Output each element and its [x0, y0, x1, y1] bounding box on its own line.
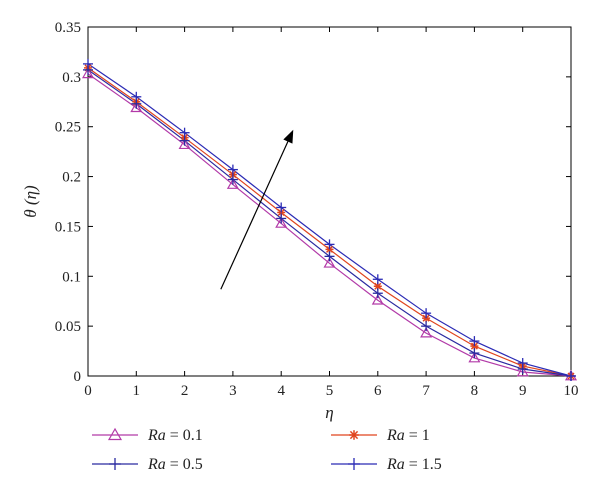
data-point	[83, 58, 93, 69]
legend-marker	[349, 430, 359, 440]
data-point	[468, 351, 481, 363]
data-point	[276, 202, 287, 213]
x-tick-label: 10	[564, 383, 579, 399]
series-line-0	[87, 73, 572, 377]
series-markers	[81, 58, 578, 381]
data-point	[226, 178, 239, 189]
axis-ticks: 0 1 2 3 4 5 6 7 8 9 10 0 0.05 0.1 0.15 0.2 0.25 0.3 0.35	[55, 20, 579, 399]
data-point	[324, 239, 335, 250]
y-tick-label: 0.3	[62, 70, 81, 86]
legend-symbol: Ra	[386, 456, 405, 473]
x-tick-label: 7	[422, 383, 430, 399]
data-point	[130, 101, 143, 113]
data-point	[276, 213, 287, 224]
y-tick-label: 0.35	[55, 20, 81, 36]
y-tick-label: 0.15	[55, 219, 81, 235]
data-point	[372, 288, 383, 299]
legend-label: Ra = 1	[386, 427, 430, 444]
arrow-shaft	[220, 141, 289, 290]
legend-value: = 0.5	[166, 456, 203, 473]
legend-symbol: Ra	[147, 427, 166, 444]
x-tick-label: 3	[229, 383, 237, 399]
data-point	[81, 67, 95, 79]
axes	[87, 26, 572, 377]
data-point	[469, 336, 480, 347]
legend-value: = 0.1	[166, 427, 203, 444]
data-point	[275, 217, 288, 228]
x-tick-label: 5	[326, 383, 334, 399]
x-tick-label: 6	[374, 383, 382, 399]
data-point	[324, 251, 335, 262]
y-axis-label: θ (η)	[21, 185, 40, 218]
x-tick-label: 1	[133, 383, 141, 399]
legend-symbol: Ra	[386, 427, 405, 444]
legend-symbol: Ra	[147, 456, 166, 473]
legend: Ra = 0.1 Ra = 1Ra = 0.5 Ra = 1.5	[92, 427, 442, 473]
y-tick-label: 0.2	[62, 170, 81, 186]
plot-frame	[87, 26, 572, 377]
data-point	[372, 274, 383, 285]
legend-value: = 1	[405, 427, 430, 444]
data-point	[323, 257, 336, 268]
data-point	[420, 326, 433, 338]
annotation	[220, 129, 294, 290]
legend-item: Ra = 1	[331, 427, 430, 444]
series-lines	[87, 63, 572, 377]
series-line-2	[87, 69, 572, 377]
data-point	[131, 91, 142, 102]
legend-marker	[107, 427, 123, 441]
x-axis-label: η	[325, 403, 333, 422]
arrow-head	[283, 129, 294, 144]
data-point	[421, 308, 432, 319]
data-point	[227, 174, 238, 185]
legend-item: Ra = 0.1	[92, 427, 203, 444]
legend-label: Ra = 1.5	[386, 456, 442, 473]
legend-marker	[109, 458, 121, 470]
data-point	[469, 348, 480, 359]
star-stroke	[374, 282, 382, 290]
data-point	[517, 358, 528, 369]
series-line-3	[87, 63, 572, 377]
data-point	[421, 321, 432, 332]
data-point	[371, 294, 384, 305]
data-point	[227, 164, 238, 175]
data-point	[516, 365, 529, 377]
y-tick-label: 0.1	[62, 269, 81, 285]
data-point	[566, 371, 576, 381]
x-tick-label: 4	[277, 383, 285, 399]
y-tick-label: 0.05	[55, 319, 81, 335]
legend-label: Ra = 0.1	[147, 427, 203, 444]
y-tick-label: 0.25	[55, 120, 81, 136]
legend-label: Ra = 0.5	[147, 456, 203, 473]
data-point	[179, 127, 190, 138]
y-tick-label: 0	[74, 369, 82, 385]
star-stroke	[349, 430, 359, 440]
x-tick-label: 0	[84, 383, 92, 399]
x-tick-label: 9	[519, 383, 527, 399]
x-tick-label: 8	[471, 383, 479, 399]
legend-item: Ra = 1.5	[331, 456, 442, 473]
legend-item: Ra = 0.5	[92, 456, 203, 473]
x-tick-label: 2	[181, 383, 189, 399]
data-point	[178, 138, 191, 150]
legend-value: = 1.5	[405, 456, 442, 473]
legend-marker	[348, 458, 360, 470]
